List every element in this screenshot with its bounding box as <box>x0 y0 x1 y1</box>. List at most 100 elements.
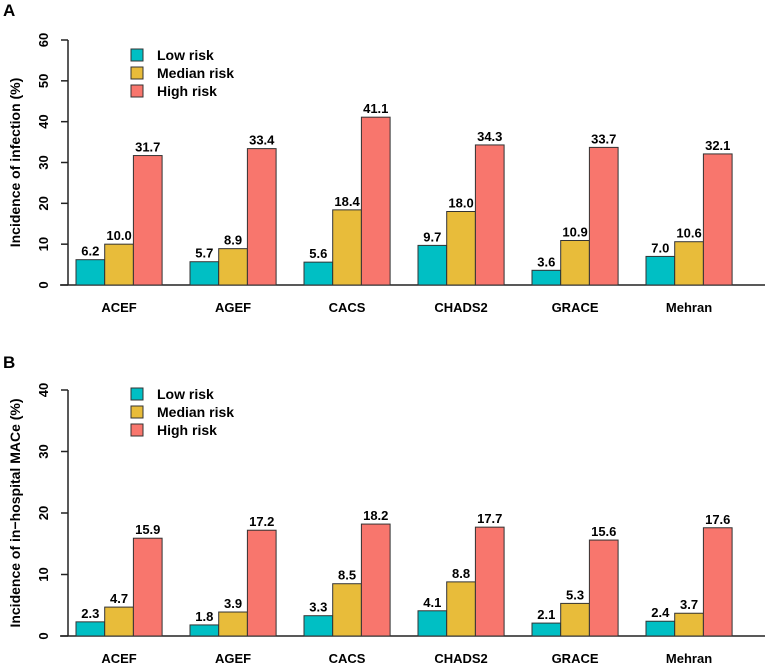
bar-high-risk <box>588 539 619 637</box>
data-label: 17.7 <box>477 511 502 526</box>
bar-median-risk <box>560 239 590 286</box>
x-tick-label: CACS <box>329 300 366 315</box>
data-label: 5.3 <box>566 587 584 602</box>
x-tick-label: AGEF <box>215 300 251 315</box>
data-label: 4.7 <box>110 591 128 606</box>
legend-swatch <box>130 387 144 401</box>
bar-low-risk <box>645 255 676 286</box>
bar-high-risk <box>246 148 277 286</box>
data-label: 17.6 <box>705 512 730 527</box>
x-tick-label: Mehran <box>666 300 712 315</box>
data-label: 3.9 <box>224 596 242 611</box>
legend-label: Median risk <box>157 65 234 81</box>
data-label: 2.3 <box>81 606 99 621</box>
data-label: 8.5 <box>338 568 356 583</box>
data-label: 3.6 <box>537 254 555 269</box>
y-tick-label: 50 <box>36 74 51 88</box>
legend-swatch <box>130 405 144 419</box>
x-tick-label: ACEF <box>101 651 136 666</box>
bar-low-risk <box>303 261 334 286</box>
data-label: 18.0 <box>448 196 473 211</box>
data-label: 3.7 <box>680 597 698 612</box>
bar-median-risk <box>104 606 134 637</box>
data-label: 18.4 <box>334 194 360 209</box>
x-tick-label: AGEF <box>215 651 251 666</box>
data-label: 1.8 <box>195 609 213 624</box>
data-label: 18.2 <box>363 508 388 523</box>
bar-low-risk <box>531 622 562 637</box>
data-label: 7.0 <box>651 240 669 255</box>
x-tick-label: GRACE <box>552 651 599 666</box>
data-label: 10.6 <box>676 226 701 241</box>
data-label: 8.9 <box>224 233 242 248</box>
data-label: 33.7 <box>591 131 616 146</box>
data-label: 9.7 <box>423 229 441 244</box>
panel-label: B <box>3 353 15 372</box>
x-tick-label: CHADS2 <box>434 300 487 315</box>
y-axis-title: Incidence of infection (%) <box>7 78 23 248</box>
bar-median-risk <box>560 602 590 637</box>
bar-low-risk <box>75 259 106 286</box>
bar-high-risk <box>132 155 163 286</box>
bar-high-risk <box>132 537 163 637</box>
x-tick-label: GRACE <box>552 300 599 315</box>
bar-low-risk <box>645 620 676 637</box>
x-tick-label: Mehran <box>666 651 712 666</box>
y-tick-label: 30 <box>36 444 51 458</box>
y-tick-label: 0 <box>36 281 51 288</box>
bar-high-risk <box>474 144 505 286</box>
data-label: 31.7 <box>135 140 160 155</box>
data-label: 41.1 <box>363 101 388 116</box>
data-label: 15.9 <box>135 522 160 537</box>
x-tick-label: CACS <box>329 651 366 666</box>
y-tick-label: 40 <box>36 114 51 128</box>
bar-high-risk <box>702 527 733 637</box>
y-tick-label: 20 <box>36 196 51 210</box>
data-label: 33.4 <box>249 133 275 148</box>
data-label: 10.9 <box>562 224 587 239</box>
panel-b: B 0 10 20 30 40 Incidence of in−hospital MACe … <box>3 353 765 666</box>
bar-median-risk <box>218 611 248 637</box>
x-tick-label: ACEF <box>101 300 136 315</box>
data-label: 17.2 <box>249 514 274 529</box>
bar-median-risk <box>674 612 704 637</box>
bar-high-risk <box>588 146 619 286</box>
y-tick-label: 60 <box>36 33 51 47</box>
bar-median-risk <box>674 241 704 286</box>
bar-low-risk <box>417 610 448 637</box>
bar-median-risk <box>446 211 476 286</box>
legend-label: High risk <box>157 422 217 438</box>
data-label: 3.3 <box>309 600 327 615</box>
data-label: 4.1 <box>423 595 441 610</box>
bar-median-risk <box>104 243 134 286</box>
bar-low-risk <box>417 244 448 286</box>
legend-swatch <box>130 423 144 437</box>
legend-swatch <box>130 48 144 62</box>
bar-median-risk <box>332 583 362 637</box>
legend-label: Median risk <box>157 404 234 420</box>
bar-high-risk <box>360 116 391 286</box>
data-label: 5.6 <box>309 246 327 261</box>
panel-a: A 0 10 20 30 40 50 60 Incidence of infection (%)… <box>3 1 765 315</box>
data-label: 34.3 <box>477 129 502 144</box>
legend-swatch <box>130 84 144 98</box>
legend-label: Low risk <box>157 386 214 402</box>
y-tick-label: 10 <box>36 567 51 581</box>
data-label: 2.1 <box>537 607 555 622</box>
bar-low-risk <box>189 624 220 637</box>
bar-median-risk <box>218 248 248 286</box>
bar-high-risk <box>246 529 277 637</box>
bar-low-risk <box>303 615 334 637</box>
data-label: 2.4 <box>651 605 670 620</box>
y-tick-label: 20 <box>36 506 51 520</box>
bar-low-risk <box>75 621 106 637</box>
bar-low-risk <box>531 269 562 286</box>
legend-swatch <box>130 66 144 80</box>
data-label: 8.8 <box>452 566 470 581</box>
panel-label: A <box>3 1 15 20</box>
bar-median-risk <box>446 581 476 637</box>
bar-high-risk <box>474 526 505 637</box>
y-tick-label: 40 <box>36 383 51 397</box>
data-label: 32.1 <box>705 138 730 153</box>
